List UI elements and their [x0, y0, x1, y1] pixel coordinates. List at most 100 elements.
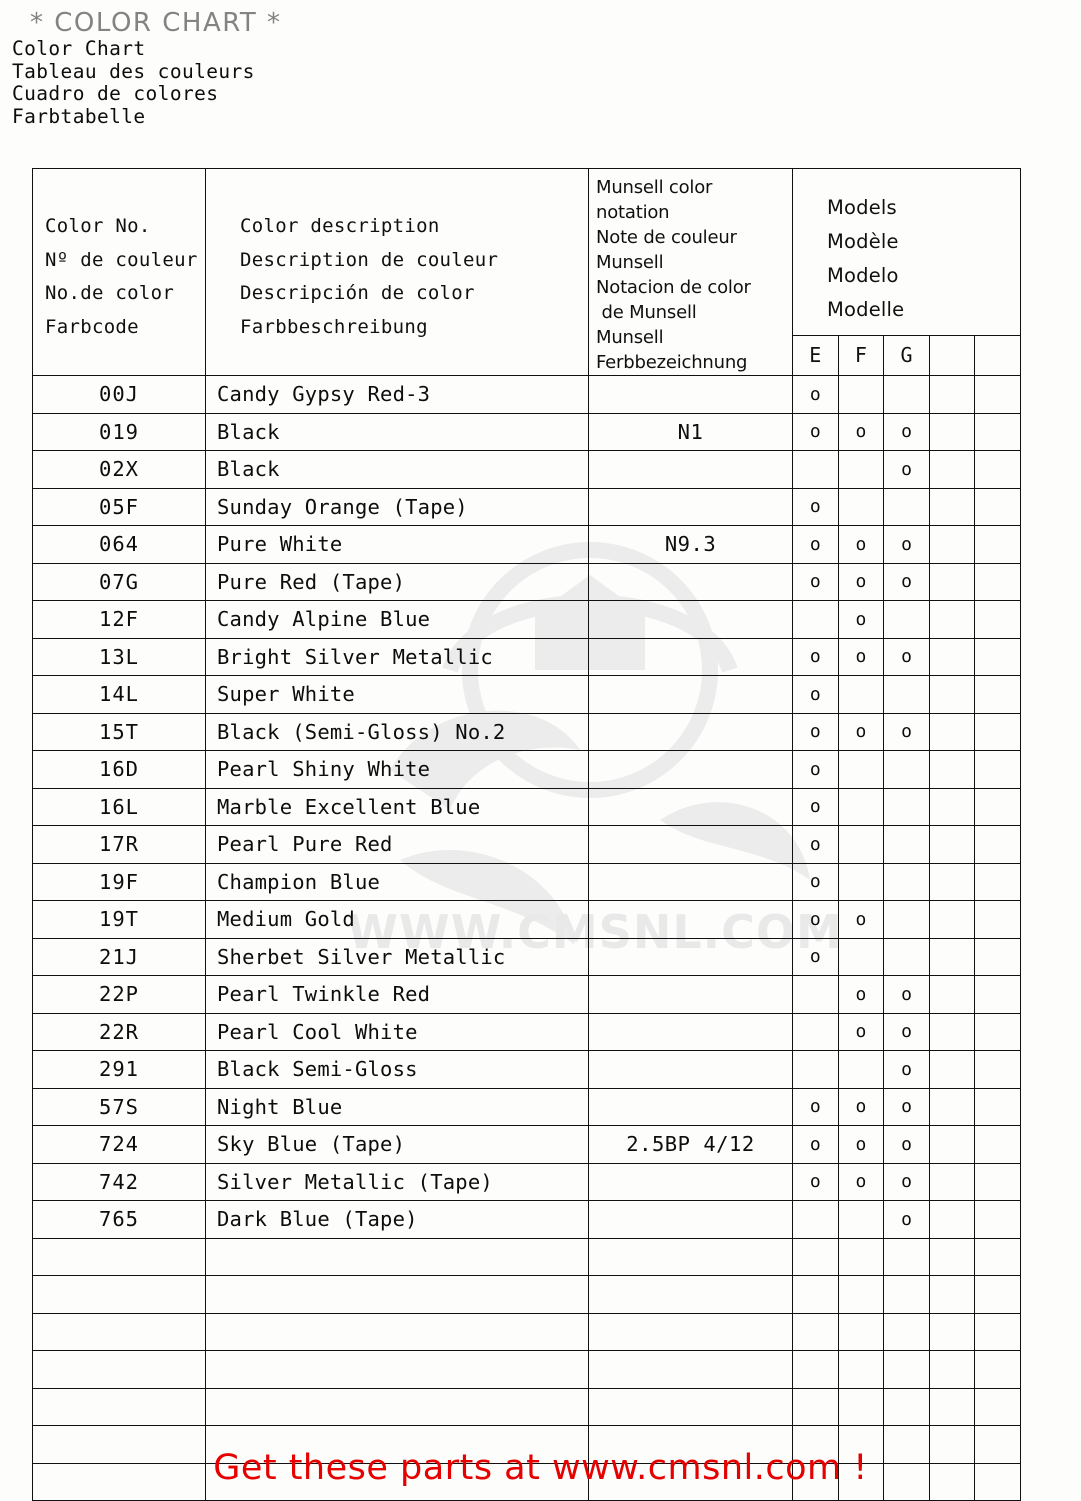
cell-empty: [32, 1312, 206, 1351]
color-chart-table: Color No. Nº de couleur No.de color Farb…: [32, 168, 1021, 1501]
cell-model-mark: o: [883, 1200, 930, 1239]
cell-model-mark: [974, 450, 1021, 489]
cell-color-no: 22P: [32, 975, 206, 1014]
cell-model-mark: [928, 900, 976, 939]
cell-empty: [588, 1387, 793, 1426]
cell-color-no: 16D: [32, 750, 206, 789]
cell-color-description: Dark Blue (Tape): [205, 1200, 589, 1239]
cell-model-mark: o: [883, 562, 930, 601]
cell-color-description: Pure Red (Tape): [205, 562, 589, 601]
cell-color-no: 17R: [32, 825, 206, 864]
cell-model-mark: [974, 487, 1021, 526]
cell-model-mark: [928, 1125, 976, 1164]
cell-empty: [928, 1387, 976, 1426]
cell-model-mark: o: [792, 375, 839, 414]
cell-model-mark: [837, 375, 885, 414]
cell-model-mark: [928, 450, 976, 489]
cell-munsell: [588, 1200, 793, 1239]
table-row: 064 Pure White N9.3 o o o: [32, 525, 1021, 564]
cell-model-mark: [792, 1050, 839, 1089]
cell-empty: [837, 1350, 885, 1389]
table-row: 12F Candy Alpine Blue o: [32, 600, 1021, 639]
cell-empty: [928, 1275, 976, 1314]
cell-model-mark: [974, 375, 1021, 414]
cell-empty: [205, 1387, 589, 1426]
cell-model-mark: [883, 825, 930, 864]
cell-model-mark: o: [837, 1162, 885, 1201]
table-row: 291 Black Semi-Gloss o: [32, 1050, 1021, 1089]
cell-model-mark: [883, 787, 930, 826]
cell-model-mark: [928, 750, 976, 789]
cell-model-mark: [837, 937, 885, 976]
table-row-empty: [32, 1350, 1021, 1389]
cell-model-mark: o: [883, 412, 930, 451]
cell-color-description: Candy Gypsy Red-3: [205, 375, 589, 414]
cell-model-mark: o: [792, 1087, 839, 1126]
cell-model-mark: [974, 975, 1021, 1014]
cell-model-mark: o: [883, 525, 930, 564]
cell-model-mark: [883, 487, 930, 526]
title-es: Cuadro de colores: [12, 82, 219, 105]
cell-model-mark: [974, 637, 1021, 676]
table-row-empty: [32, 1237, 1021, 1276]
cell-model-mark: o: [792, 750, 839, 789]
cell-model-mark: [974, 1087, 1021, 1126]
cell-model-mark: [883, 600, 930, 639]
table-row: 019 Black N1 o o o: [32, 412, 1021, 451]
cell-color-description: Black: [205, 412, 589, 451]
cell-empty: [588, 1312, 793, 1351]
cell-model-mark: [837, 825, 885, 864]
cell-color-no: 765: [32, 1200, 206, 1239]
cell-empty: [883, 1425, 930, 1464]
cell-empty: [588, 1350, 793, 1389]
table-row: 00J Candy Gypsy Red-3 o: [32, 375, 1021, 414]
cell-empty: [974, 1425, 1021, 1464]
table-row: 14L Super White o: [32, 675, 1021, 714]
cell-empty: [588, 1425, 793, 1464]
cell-empty: [32, 1425, 206, 1464]
header-color-no: Color No. Nº de couleur No.de color Farb…: [32, 168, 206, 376]
cell-model-mark: [928, 825, 976, 864]
cell-empty: [792, 1425, 839, 1464]
table-row: 19F Champion Blue o: [32, 862, 1021, 901]
cell-model-mark: [974, 675, 1021, 714]
table-head: Color No. Nº de couleur No.de color Farb…: [32, 168, 1021, 377]
cell-model-mark: o: [883, 1162, 930, 1201]
cell-munsell: [588, 375, 793, 414]
cell-empty: [837, 1387, 885, 1426]
cell-empty: [883, 1275, 930, 1314]
cell-model-mark: [837, 1200, 885, 1239]
table-row-empty: [32, 1312, 1021, 1351]
cell-model-mark: [883, 900, 930, 939]
cell-empty: [205, 1237, 589, 1276]
cell-color-no: 57S: [32, 1087, 206, 1126]
table-row-empty: [32, 1275, 1021, 1314]
cell-munsell: [588, 1087, 793, 1126]
cell-model-mark: [792, 1200, 839, 1239]
cell-color-description: Black Semi-Gloss: [205, 1050, 589, 1089]
cell-color-no: 724: [32, 1125, 206, 1164]
cell-color-no: 21J: [32, 937, 206, 976]
cell-color-no: 19F: [32, 862, 206, 901]
cell-model-mark: [883, 750, 930, 789]
cell-empty: [928, 1425, 976, 1464]
cell-model-mark: o: [792, 937, 839, 976]
cell-color-no: 13L: [32, 637, 206, 676]
cell-color-description: Pearl Shiny White: [205, 750, 589, 789]
cell-model-mark: [928, 562, 976, 601]
cell-model-mark: [974, 750, 1021, 789]
cell-empty: [883, 1312, 930, 1351]
cell-model-mark: o: [792, 900, 839, 939]
cell-model-mark: [928, 675, 976, 714]
cell-model-mark: [928, 487, 976, 526]
header-model-g: G: [883, 334, 930, 377]
cell-model-mark: [792, 975, 839, 1014]
cell-empty: [928, 1350, 976, 1389]
cell-munsell: [588, 637, 793, 676]
cell-color-no: 05F: [32, 487, 206, 526]
table-row: 22R Pearl Cool White o o: [32, 1012, 1021, 1051]
cell-model-mark: o: [792, 412, 839, 451]
cell-empty: [792, 1312, 839, 1351]
cell-color-no: 12F: [32, 600, 206, 639]
cell-model-mark: [792, 450, 839, 489]
